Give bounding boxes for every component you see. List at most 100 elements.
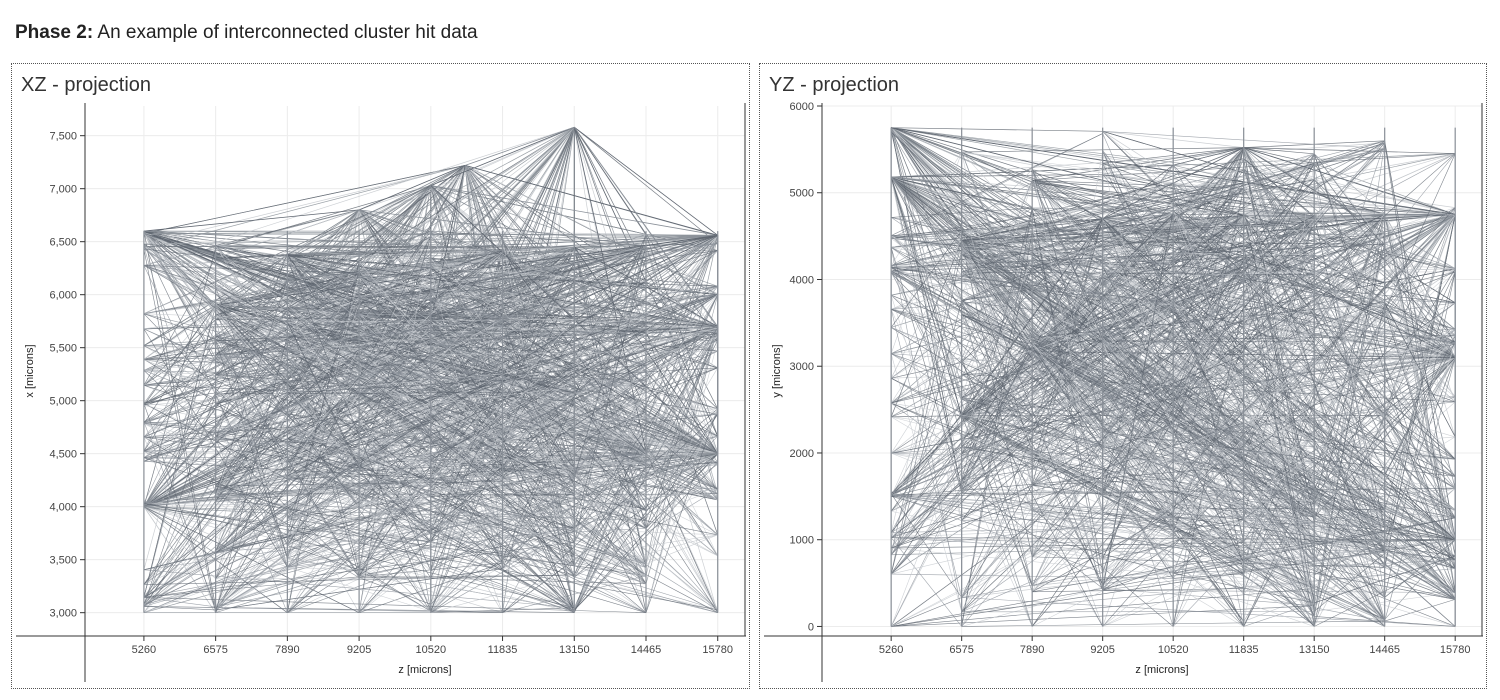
connection-line (961, 342, 1456, 419)
connection-line (358, 261, 575, 613)
connection-line (358, 270, 718, 501)
connection-line (1173, 199, 1385, 284)
connection-line (502, 476, 575, 560)
connection-line (890, 275, 1103, 555)
connection-line (645, 332, 718, 455)
connection-line (1172, 401, 1385, 598)
connection-line (1243, 153, 1315, 267)
connection-line (502, 324, 718, 455)
connection-line (1384, 243, 1456, 540)
connection-line (891, 182, 1244, 239)
connection-line (430, 165, 466, 322)
connection-line (502, 350, 718, 453)
connection-line (1173, 518, 1244, 533)
connection-line (143, 281, 647, 360)
x-tick-label: 11835 (1229, 644, 1259, 656)
connection-line (215, 326, 718, 491)
connection-line (215, 453, 718, 614)
connection-line (961, 240, 1033, 363)
connection-line (961, 153, 1315, 398)
connection-line (1173, 142, 1385, 211)
connection-line (359, 209, 647, 247)
connection-line (143, 305, 216, 406)
connection-line (215, 435, 575, 529)
connection-line (358, 276, 718, 501)
connection-line (215, 340, 718, 501)
connection-line (1243, 254, 1315, 574)
connection-line (961, 438, 1456, 460)
connection-line (1102, 163, 1315, 493)
connection-line (961, 288, 1174, 400)
connection-line (1102, 557, 1315, 589)
connection-line (215, 235, 718, 611)
connection-line (430, 126, 575, 237)
connection-line (287, 356, 503, 568)
connection-line (961, 153, 1456, 419)
connection-line (287, 259, 360, 274)
connection-line (215, 340, 288, 559)
connection-line (143, 380, 647, 424)
connection-line (143, 506, 216, 554)
connection-line (215, 234, 718, 249)
heading-text: An example of interconnected cluster hit… (97, 22, 478, 43)
connection-line (287, 318, 647, 352)
connection-line (645, 534, 718, 565)
connection-line (215, 126, 575, 321)
connection-line (1384, 342, 1456, 552)
x-tick-label: 6575 (949, 644, 973, 656)
connection-line (430, 264, 647, 413)
y-tick-label: 4,000 (49, 502, 77, 514)
connection-line (1102, 207, 1456, 476)
connection-line (430, 257, 647, 578)
yz-projection-chart: 0 1000 2000 3000 4000 5000 6000 5260 6575 7890 920… (764, 101, 1483, 682)
connection-line (215, 126, 575, 491)
connection-line (1173, 491, 1385, 622)
connection-line (143, 436, 360, 545)
connection-line (891, 452, 1385, 553)
connection-line (430, 361, 503, 384)
connection-line (1313, 244, 1385, 563)
connection-line (287, 270, 360, 535)
connection-line (645, 451, 718, 455)
connection-line (1384, 214, 1456, 345)
connection-line (1384, 214, 1456, 315)
connection-line (143, 373, 503, 406)
connection-line (1032, 180, 1244, 189)
connection-line (143, 252, 503, 371)
connection-line (961, 314, 1456, 569)
connection-line (215, 438, 288, 613)
connection-line (573, 451, 647, 578)
connection-line (1031, 351, 1244, 622)
connection-line (891, 133, 1103, 236)
connection-line (215, 264, 431, 376)
connection-line (891, 532, 1103, 559)
connection-line (502, 335, 718, 453)
connection-line (1243, 245, 1315, 501)
connection-line (287, 249, 503, 255)
connection-line (358, 318, 575, 571)
connection-line (287, 321, 360, 470)
connection-line (890, 309, 962, 598)
y-tick-label: 3,500 (49, 555, 77, 567)
connection-line (645, 454, 718, 556)
connection-line (1172, 165, 1385, 553)
connection-line (1102, 131, 1315, 313)
connection-line (891, 235, 1244, 464)
connection-line (1384, 539, 1456, 598)
connection-line (1172, 303, 1385, 622)
connection-line (1243, 147, 1315, 155)
connection-line (1102, 438, 1174, 574)
connection-line (215, 254, 288, 554)
connection-line (1313, 214, 1386, 504)
connection-line (961, 182, 1174, 273)
connection-line (1384, 140, 1456, 540)
connection-line (215, 287, 288, 480)
connection-line (143, 506, 216, 580)
connection-line (502, 239, 718, 501)
connection-line (890, 177, 963, 521)
connection-line (502, 441, 575, 495)
connection-line (645, 411, 718, 556)
connection-line (1102, 512, 1315, 589)
connection-line (215, 165, 466, 321)
connection-line (143, 335, 503, 371)
